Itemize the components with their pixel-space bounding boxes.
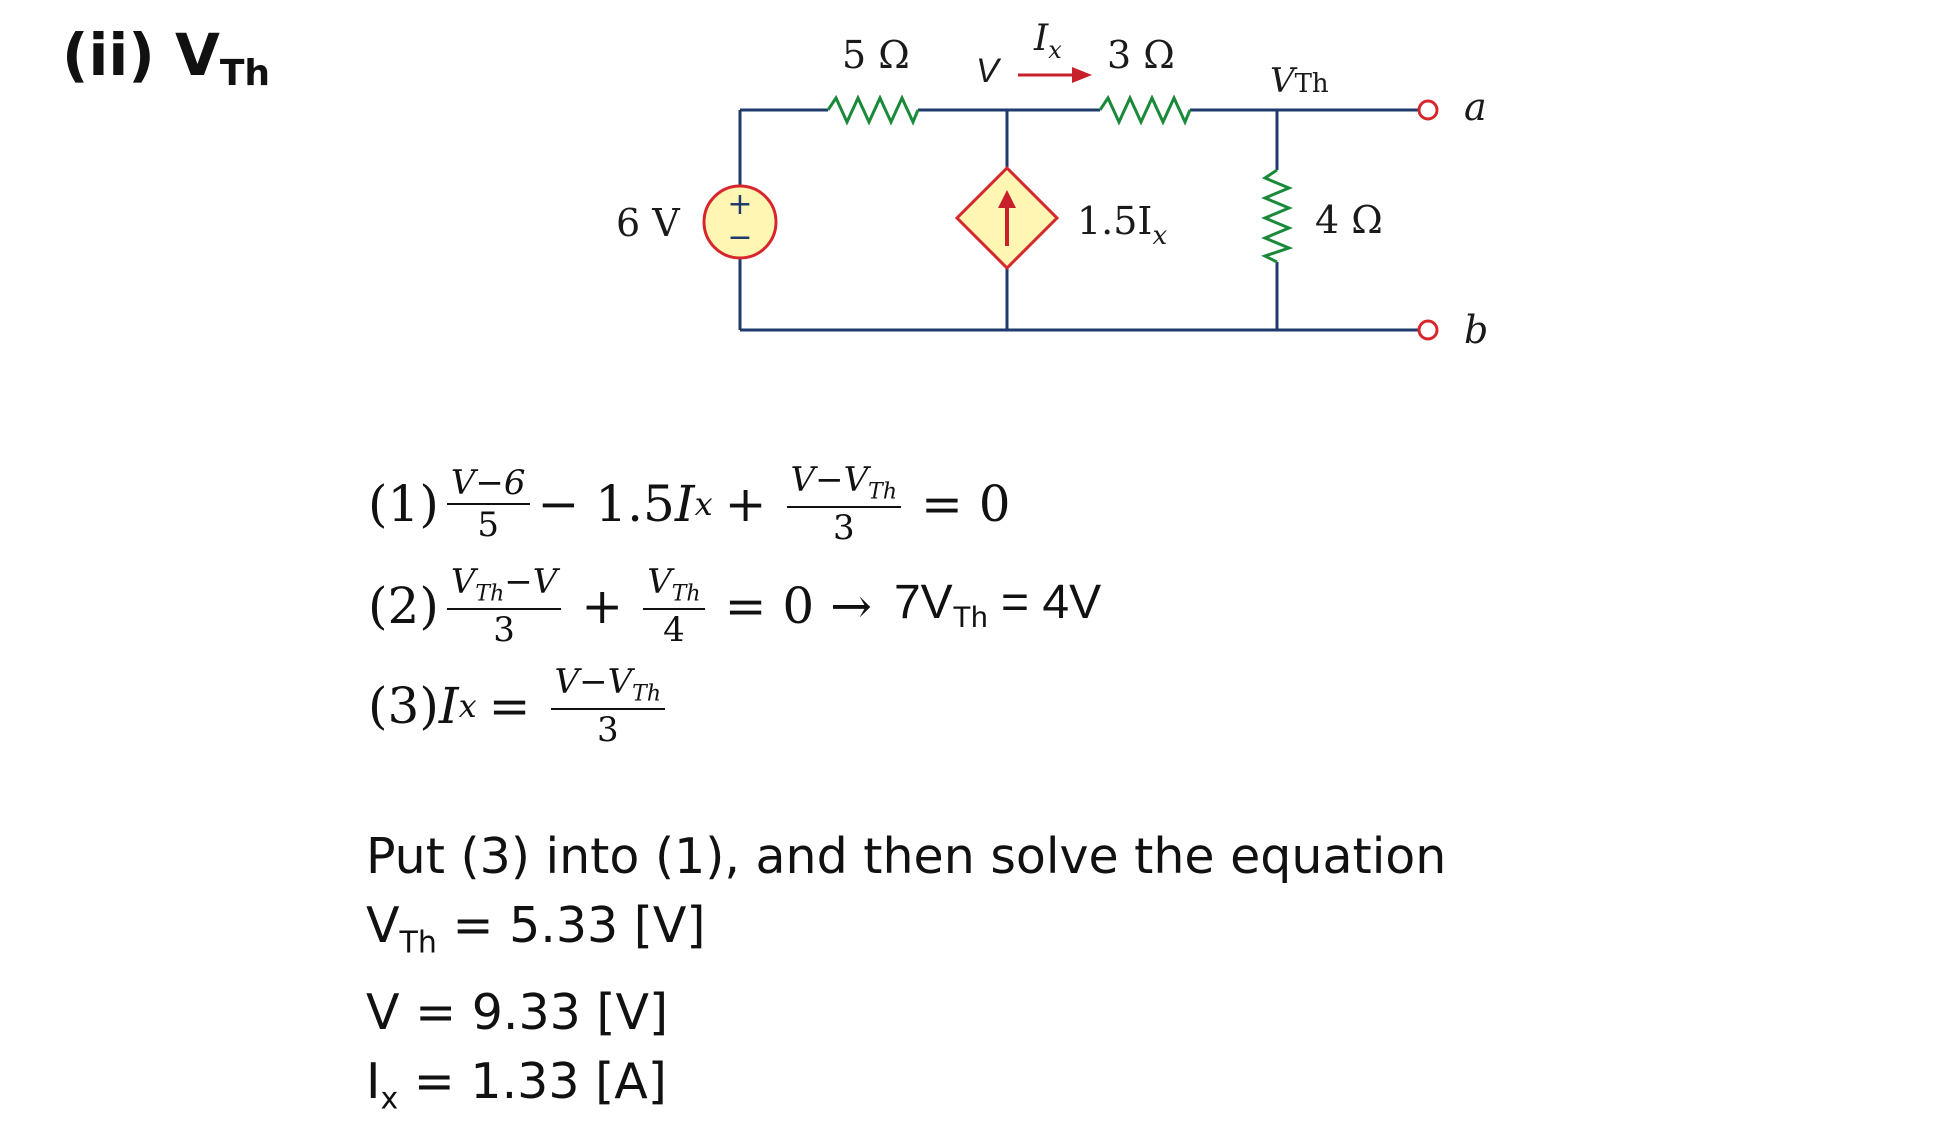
svg-text:−: −	[727, 220, 752, 255]
terminal-b-icon	[1419, 321, 1437, 339]
solution-instruction: Put (3) into (1), and then solve the equ…	[366, 822, 1446, 891]
terminal-a-label: a	[1464, 85, 1487, 129]
circuit-diagram: + − 5 Ω 3 Ω 4 Ω 6 V V Ix 1.5Ix VTh a b	[0, 0, 1948, 400]
solution-v: V = 9.33 [V]	[366, 978, 1446, 1047]
node-v-label: V	[976, 52, 1002, 90]
node-vth-label: VTh	[1270, 61, 1329, 101]
resistor-5ohm-label: 5 Ω	[842, 33, 910, 77]
equation-2-fraction-1: VTh−V 3	[447, 562, 561, 651]
equation-3-label: (3)	[368, 681, 439, 731]
resistor-3ohm-label: 3 Ω	[1107, 33, 1175, 77]
equation-1-mid: − 1.5	[538, 479, 675, 529]
resistor-3ohm-icon	[1100, 98, 1190, 122]
resistor-4ohm-label: 4 Ω	[1315, 198, 1383, 242]
equation-2-fraction-2: VTh 4	[643, 562, 704, 651]
equation-2-label: (2)	[368, 581, 439, 631]
terminal-b-label: b	[1464, 308, 1488, 352]
voltage-source-icon: + −	[704, 186, 776, 258]
equation-1-label: (1)	[368, 479, 439, 529]
current-ix-label: Ix	[1033, 18, 1062, 64]
equation-3-fraction: V−VTh 3	[551, 662, 665, 751]
equation-2: (2) VTh−V 3 + VTh 4 = 0 → 7VTh = 4V	[368, 562, 1101, 651]
terminal-a-icon	[1419, 101, 1437, 119]
dependent-current-source-icon	[957, 168, 1057, 268]
resistor-4ohm-icon	[1265, 170, 1289, 262]
current-arrow-icon	[1018, 67, 1092, 83]
equation-1-fraction-2: V−VTh 3	[787, 460, 901, 549]
svg-text:+: +	[727, 187, 752, 222]
resistor-5ohm-icon	[828, 98, 918, 122]
equation-1-fraction-1: V−6 5	[447, 463, 530, 547]
source-label: 6 V	[616, 201, 680, 245]
dependent-source-label: 1.5Ix	[1077, 199, 1167, 251]
solution-vth: VTh = 5.33 [V]	[366, 891, 1446, 978]
solution-ix: Ix = 1.33 [A]	[366, 1047, 1446, 1133]
solution-block: Put (3) into (1), and then solve the equ…	[366, 822, 1446, 1133]
equation-2-result: 7VTh = 4V	[894, 579, 1101, 633]
